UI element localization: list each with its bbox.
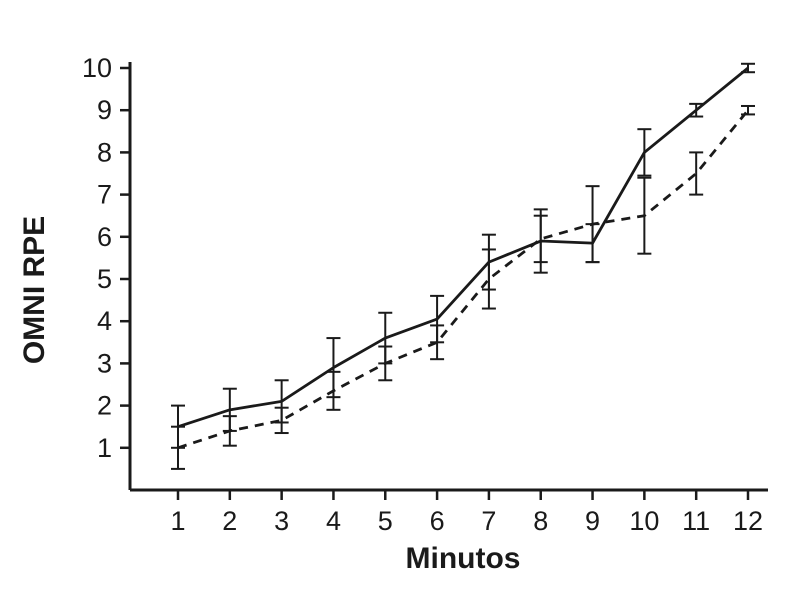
y-axis-label: OMNI RPE (18, 216, 51, 364)
series-line-serie-solida (177, 66, 749, 429)
x-tick-label: 4 (326, 506, 341, 536)
y-tick-label: 1 (97, 433, 112, 463)
x-tick-label: 9 (585, 506, 600, 536)
y-tick-label: 6 (97, 222, 112, 252)
x-tick-label: 2 (222, 506, 237, 536)
y-tick-label: 4 (97, 306, 112, 336)
series-layer (177, 66, 750, 450)
x-tick-label: 5 (378, 506, 393, 536)
y-tick-label: 5 (97, 264, 112, 294)
axes-layer (120, 62, 768, 500)
y-tick-label: 9 (97, 95, 112, 125)
error-bars-layer (171, 62, 755, 470)
y-tick-label: 7 (97, 180, 112, 210)
y-tick-label: 8 (97, 137, 112, 167)
x-tick-label: 3 (274, 506, 289, 536)
x-tick-label: 8 (533, 506, 548, 536)
y-tick-label: 10 (82, 53, 112, 83)
x-tick-label: 11 (682, 506, 710, 536)
x-tick-label: 10 (629, 506, 659, 536)
x-tick-label: 6 (430, 506, 445, 536)
x-tick-label: 1 (170, 506, 185, 536)
x-tick-label: 7 (481, 506, 496, 536)
x-tick-label: 12 (733, 506, 763, 536)
y-tick-label: 3 (97, 348, 112, 378)
y-tick-label: 2 (97, 391, 112, 421)
x-axis-label: Minutos (406, 542, 521, 575)
series-line-serie-tracejada (177, 109, 750, 450)
